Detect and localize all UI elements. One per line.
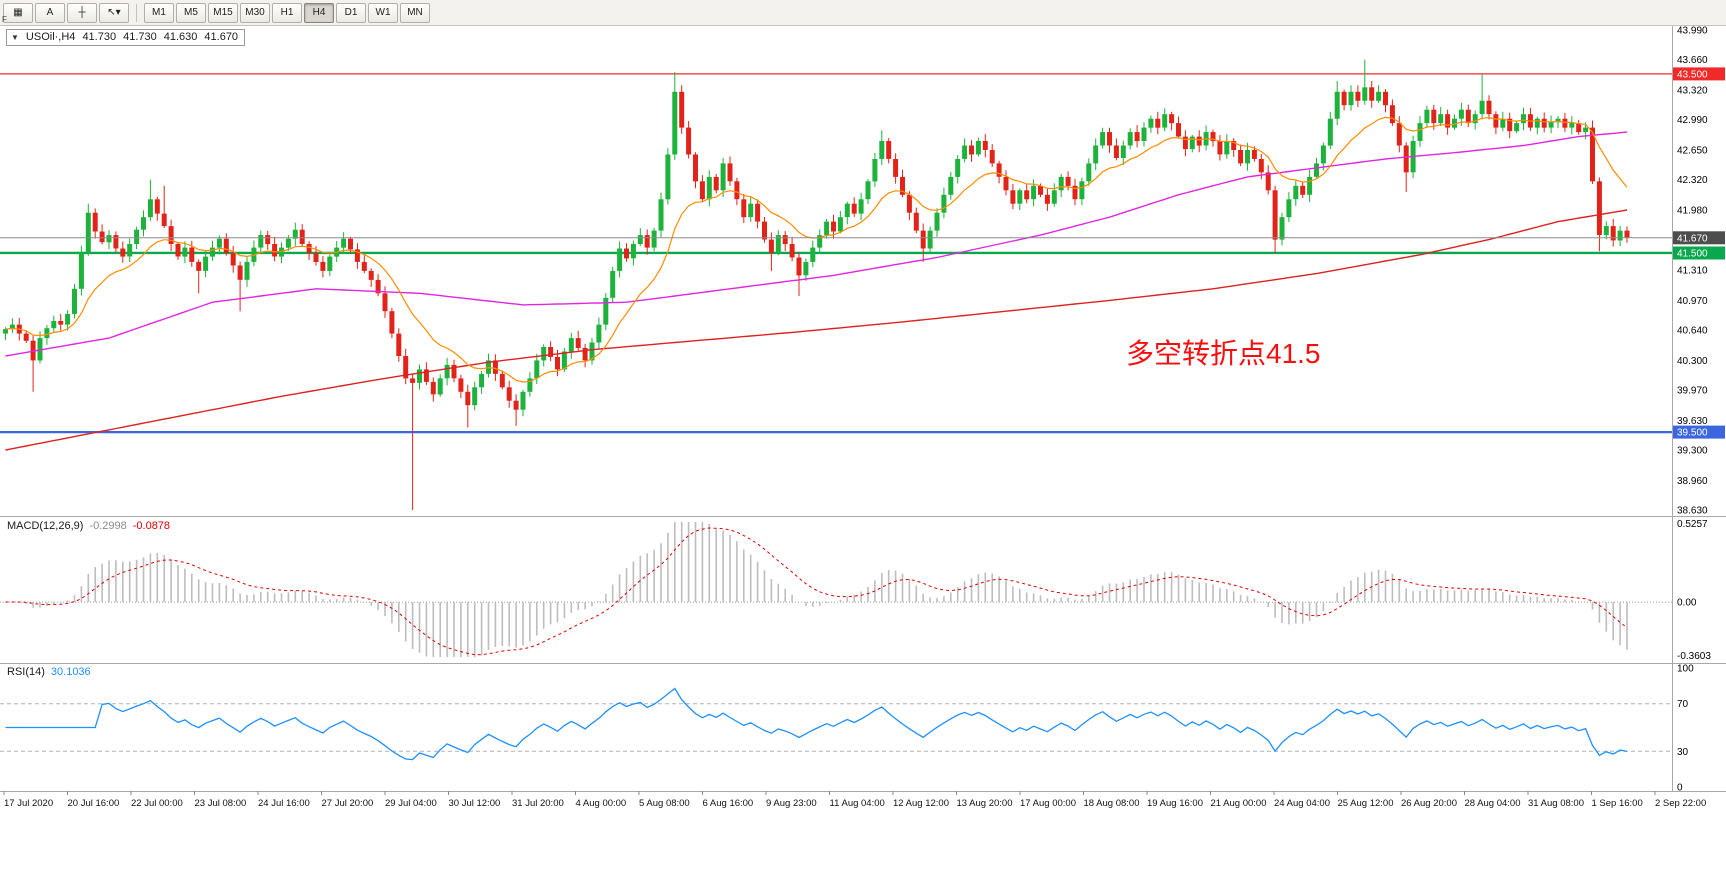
macd-indicator-label: MACD(12,26,9) -0.2998 -0.0878 <box>7 520 170 532</box>
rsi-name: RSI(14) <box>7 666 45 678</box>
svg-text:0.00: 0.00 <box>1677 598 1697 609</box>
tf-button-h1[interactable]: H1 <box>272 2 302 23</box>
ohlc-low: 41.630 <box>163 31 198 43</box>
svg-text:6 Aug 16:00: 6 Aug 16:00 <box>703 798 754 809</box>
ohlc-high: 41.730 <box>123 31 157 43</box>
tf-button-m5[interactable]: M5 <box>176 2 206 23</box>
svg-text:0.5257: 0.5257 <box>1677 519 1708 530</box>
svg-text:4 Aug 00:00: 4 Aug 00:00 <box>576 798 627 809</box>
svg-text:41.670: 41.670 <box>1677 233 1708 244</box>
symbol-timeframe-label: USOil·,H4 <box>25 31 76 43</box>
svg-text:-0.3603: -0.3603 <box>1677 651 1711 662</box>
svg-text:12 Aug 12:00: 12 Aug 12:00 <box>893 798 949 809</box>
svg-text:100: 100 <box>1677 664 1694 675</box>
tf-button-h4[interactable]: H4 <box>304 2 334 23</box>
svg-text:1 Sep 16:00: 1 Sep 16:00 <box>1592 798 1643 809</box>
macd-signal-line <box>5 527 1628 656</box>
ohlc-close: 41.670 <box>204 31 239 43</box>
svg-text:31 Jul 20:00: 31 Jul 20:00 <box>512 798 564 809</box>
collapse-triangle-icon[interactable]: ▼ <box>11 32 19 42</box>
svg-text:30 Jul 12:00: 30 Jul 12:00 <box>449 798 501 809</box>
svg-text:21 Aug 00:00: 21 Aug 00:00 <box>1211 798 1267 809</box>
svg-text:39.630: 39.630 <box>1677 416 1708 427</box>
tf-button-m15[interactable]: M15 <box>208 2 238 23</box>
svg-text:0: 0 <box>1677 783 1683 794</box>
svg-text:31 Aug 08:00: 31 Aug 08:00 <box>1528 798 1584 809</box>
horizontal-level-lines[interactable] <box>0 73 1672 434</box>
annotation-text: 多空转折点41.5 <box>1126 338 1321 369</box>
rsi-indicator-label: RSI(14) 30.1036 <box>7 666 91 678</box>
svg-text:18 Aug 08:00: 18 Aug 08:00 <box>1084 798 1140 809</box>
svg-text:13 Aug 20:00: 13 Aug 20:00 <box>957 798 1013 809</box>
svg-text:40.970: 40.970 <box>1677 296 1708 307</box>
svg-text:23 Jul 08:00: 23 Jul 08:00 <box>195 798 247 809</box>
f-key-label: F <box>2 15 7 24</box>
svg-text:42.990: 42.990 <box>1677 115 1708 126</box>
svg-text:41.980: 41.980 <box>1677 206 1708 217</box>
svg-text:11 Aug 04:00: 11 Aug 04:00 <box>830 798 885 809</box>
svg-text:70: 70 <box>1677 699 1689 710</box>
svg-text:30: 30 <box>1677 747 1689 758</box>
svg-text:39.500: 39.500 <box>1677 428 1708 439</box>
svg-text:39.300: 39.300 <box>1677 446 1708 457</box>
candles <box>3 59 1630 510</box>
macd-histogram <box>11 522 1628 657</box>
toolbar-left-buttons: ▦ A ┼ ↖▾ <box>3 2 129 23</box>
macd-scale[interactable]: 0.5257 0.00 -0.3603 <box>1677 519 1711 662</box>
time-axis[interactable]: 17 Jul 2020 20 Jul 16:00 22 Jul 00:00 23 Ju… <box>3 791 1706 809</box>
svg-text:24 Jul 16:00: 24 Jul 16:00 <box>258 798 310 809</box>
svg-text:41.500: 41.500 <box>1677 249 1708 260</box>
toolbar-separator <box>136 3 137 22</box>
tf-button-w1[interactable]: W1 <box>368 2 398 23</box>
tf-button-mn[interactable]: MN <box>400 2 430 23</box>
svg-text:43.320: 43.320 <box>1677 86 1708 97</box>
svg-text:25 Aug 12:00: 25 Aug 12:00 <box>1338 798 1394 809</box>
tf-button-m1[interactable]: M1 <box>144 2 174 23</box>
svg-text:24 Aug 04:00: 24 Aug 04:00 <box>1274 798 1330 809</box>
rsi-line <box>5 687 1628 761</box>
svg-text:38.960: 38.960 <box>1677 476 1708 487</box>
chart-grid-button[interactable]: ▦ <box>3 2 33 23</box>
top-toolbar: ▦ A ┼ ↖▾ F M1 M5 M15 M30 H1 H4 D1 W1 MN <box>0 0 1726 26</box>
rsi-scale[interactable]: 100 70 30 0 <box>1677 664 1694 794</box>
timeframe-buttons: M1 M5 M15 M30 H1 H4 D1 W1 MN <box>144 2 430 23</box>
crosshair-button[interactable]: ┼ <box>67 2 97 23</box>
symbol-info-box[interactable]: ▼ USOil·,H4 41.730 41.730 41.630 41.670 <box>6 29 246 46</box>
svg-text:38.630: 38.630 <box>1677 506 1708 517</box>
moving-average-lines <box>5 116 1628 451</box>
svg-text:9 Aug 23:00: 9 Aug 23:00 <box>766 798 817 809</box>
macd-name: MACD(12,26,9) <box>7 520 84 532</box>
svg-text:17 Jul 2020: 17 Jul 2020 <box>4 798 53 809</box>
svg-text:42.650: 42.650 <box>1677 146 1708 157</box>
svg-text:20 Jul 16:00: 20 Jul 16:00 <box>68 798 120 809</box>
svg-text:40.640: 40.640 <box>1677 326 1708 337</box>
svg-text:43.990: 43.990 <box>1677 26 1708 37</box>
svg-text:2 Sep 22:00: 2 Sep 22:00 <box>1655 798 1706 809</box>
price-scale[interactable]: 43.990 43.660 43.320 42.990 42.650 42.320 41.9… <box>1673 26 1725 517</box>
macd-main-value: -0.2998 <box>89 520 127 532</box>
svg-text:29 Jul 04:00: 29 Jul 04:00 <box>385 798 437 809</box>
svg-text:17 Aug 00:00: 17 Aug 00:00 <box>1020 798 1076 809</box>
rsi-level-lines <box>0 703 1672 752</box>
svg-text:40.300: 40.300 <box>1677 356 1708 367</box>
svg-text:43.500: 43.500 <box>1677 69 1708 80</box>
svg-text:43.660: 43.660 <box>1677 55 1708 66</box>
svg-text:27 Jul 20:00: 27 Jul 20:00 <box>322 798 374 809</box>
ohlc-open: 41.730 <box>82 31 117 43</box>
svg-text:39.970: 39.970 <box>1677 386 1708 397</box>
cursor-dropdown-button[interactable]: ↖▾ <box>99 2 129 23</box>
svg-text:22 Jul 00:00: 22 Jul 00:00 <box>131 798 183 809</box>
svg-text:42.320: 42.320 <box>1677 175 1708 186</box>
text-annotation-button[interactable]: A <box>35 2 65 23</box>
svg-text:41.310: 41.310 <box>1677 266 1708 277</box>
svg-text:5 Aug 08:00: 5 Aug 08:00 <box>639 798 690 809</box>
tf-button-m30[interactable]: M30 <box>240 2 270 23</box>
tf-button-d1[interactable]: D1 <box>336 2 366 23</box>
rsi-value: 30.1036 <box>50 666 91 678</box>
svg-text:26 Aug 20:00: 26 Aug 20:00 <box>1401 798 1457 809</box>
svg-text:28 Aug 04:00: 28 Aug 04:00 <box>1465 798 1521 809</box>
svg-text:19 Aug 16:00: 19 Aug 16:00 <box>1147 798 1203 809</box>
macd-signal-value: -0.0878 <box>132 520 171 532</box>
